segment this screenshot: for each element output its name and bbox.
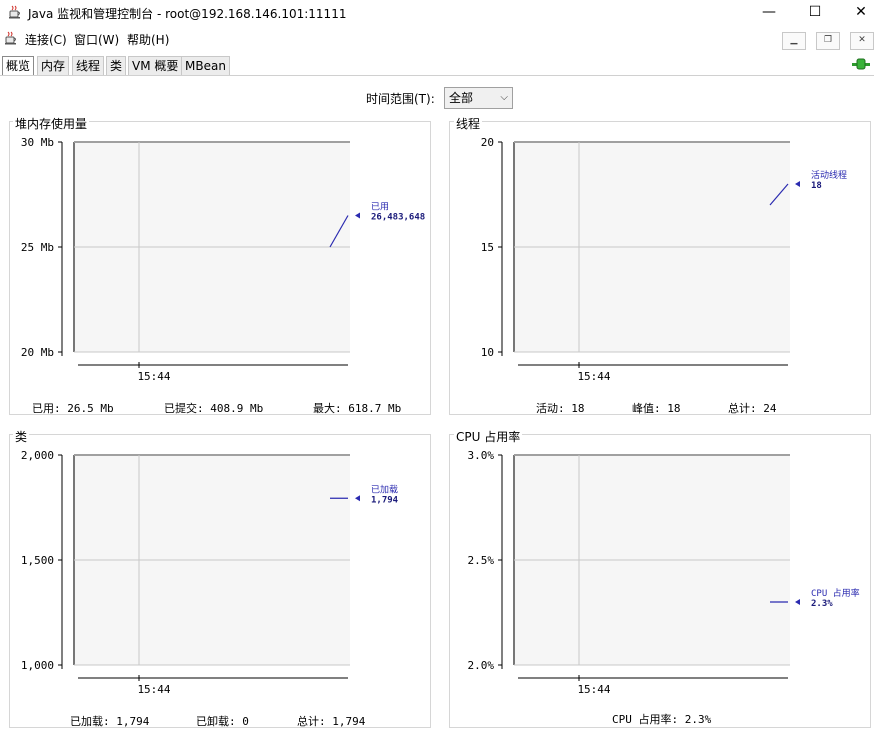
- x-tick-label: 15:44: [577, 683, 610, 696]
- y-tick-label: 1,500: [21, 554, 54, 567]
- close-button[interactable]: ✕: [855, 4, 867, 20]
- series-value-label: 2.3%: [811, 599, 833, 609]
- y-tick-label: 20 Mb: [21, 346, 54, 359]
- y-tick-label: 1,000: [21, 659, 54, 672]
- panel-title: CPU 占用率: [454, 428, 523, 445]
- series-name-label: 活动线程: [811, 169, 847, 181]
- y-tick-label: 30 Mb: [21, 136, 54, 149]
- series-marker: [795, 181, 800, 187]
- java-cup-icon[interactable]: [3, 30, 19, 46]
- tab-mbean[interactable]: MBean: [181, 56, 230, 75]
- series-name-label: CPU 占用率: [811, 587, 860, 599]
- title-bar: Java 监视和管理控制台 - root@192.168.146.101:111…: [0, 0, 874, 26]
- threads-panel: 20 15 10 15:44 活动线程 18 活动: 18 峰值: 18 总计: 24: [449, 121, 871, 415]
- menu-help[interactable]: 帮助(H): [127, 33, 170, 47]
- x-tick-label: 15:44: [577, 370, 610, 383]
- y-tick-label: 20: [481, 136, 494, 149]
- classes-panel: 2,000 1,500 1,000 15:44 已加载 1,794 已加载: 1,794 …: [9, 434, 431, 728]
- heap-memory-panel: 30 Mb 25 Mb 20 Mb 15:44 已用 26,483,648 已用: 26.…: [9, 121, 431, 415]
- time-range-value: 全部: [449, 91, 474, 105]
- panel-title: 线程: [454, 115, 483, 132]
- panel-title: 堆内存使用量: [13, 115, 90, 132]
- tab-memory[interactable]: 内存: [37, 56, 70, 75]
- x-tick-label: 15:44: [137, 370, 170, 383]
- panel-title: 类: [13, 428, 30, 445]
- series-line: [329, 215, 349, 248]
- chevron-down-icon: ⌵: [500, 92, 508, 103]
- minimize-button[interactable]: —: [762, 4, 776, 20]
- series-value-label: 26,483,648: [371, 213, 425, 223]
- inner-restore-button[interactable]: ❐: [816, 32, 840, 50]
- time-range-label: 时间范围(T):: [366, 92, 435, 106]
- threads-total-stat: 总计: 24: [728, 402, 777, 415]
- tab-threads[interactable]: 线程: [72, 56, 105, 75]
- tab-overview[interactable]: 概览: [2, 56, 35, 75]
- series-marker: [355, 212, 360, 219]
- menu-bar: 连接(C) 窗口(W) 帮助(H) ▁ ❐ ✕: [0, 26, 874, 50]
- menu-connection[interactable]: 连接(C): [25, 33, 67, 47]
- series-name-label: 已用: [371, 202, 389, 213]
- tab-vm-summary[interactable]: VM 概要: [128, 56, 183, 75]
- heap-committed-stat: 已提交: 408.9 Mb: [164, 402, 264, 415]
- y-tick-label: 10: [481, 346, 494, 359]
- series-line: [769, 183, 789, 206]
- classes-unloaded-stat: 已卸载: 0: [196, 715, 249, 728]
- inner-minimize-button[interactable]: ▁: [782, 32, 806, 50]
- maximize-button[interactable]: ☐: [808, 4, 822, 20]
- series-value-label: 1,794: [371, 495, 399, 505]
- java-cup-icon: [9, 5, 20, 19]
- window-title: Java 监视和管理控制台 - root@192.168.146.101:111…: [28, 7, 347, 21]
- threads-live-stat: 活动: 18: [536, 402, 585, 415]
- inner-close-button[interactable]: ✕: [850, 32, 874, 50]
- cpu-usage-stat: CPU 占用率: 2.3%: [612, 713, 712, 726]
- classes-total-stat: 总计: 1,794: [297, 715, 366, 728]
- heap-max-stat: 最大: 618.7 Mb: [313, 402, 402, 415]
- series-name-label: 已加载: [371, 483, 398, 495]
- threads-peak-stat: 峰值: 18: [632, 402, 681, 415]
- series-marker: [355, 495, 360, 502]
- connection-status-icon[interactable]: [852, 57, 870, 71]
- y-tick-label: 3.0%: [468, 449, 495, 462]
- heap-used-stat: 已用: 26.5 Mb: [32, 402, 114, 415]
- y-tick-label: 25 Mb: [21, 241, 54, 254]
- tab-bar: 概览 内存 线程 类 VM 概要 MBean: [0, 55, 874, 76]
- cpu-panel: 3.0% 2.5% 2.0% 15:44 CPU 占用率 2.3% CPU 占用率: 2.…: [449, 434, 871, 728]
- time-range-select[interactable]: 全部 ⌵: [444, 87, 513, 109]
- menu-window[interactable]: 窗口(W): [74, 33, 120, 47]
- x-tick-label: 15:44: [137, 683, 170, 696]
- classes-loaded-stat: 已加载: 1,794: [70, 715, 150, 728]
- series-value-label: 18: [811, 181, 822, 191]
- tab-classes[interactable]: 类: [106, 56, 127, 75]
- y-tick-label: 2.5%: [468, 554, 495, 567]
- y-tick-label: 2,000: [21, 449, 54, 462]
- y-tick-label: 15: [481, 241, 494, 254]
- y-tick-label: 2.0%: [468, 659, 495, 672]
- series-marker: [795, 599, 800, 605]
